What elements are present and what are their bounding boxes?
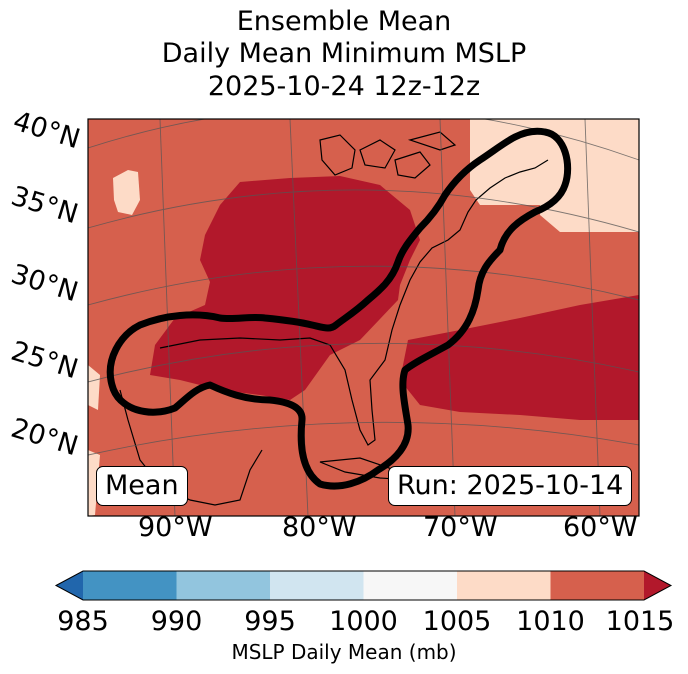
colorbar-tick-1010: 1010 [516, 606, 585, 637]
colorbar-1010-1015 [550, 571, 644, 600]
title-line-1: Ensemble Mean [236, 6, 452, 37]
colorbar-1000-1005 [363, 571, 457, 600]
colorbar-995-1000 [270, 571, 364, 600]
great-lakes [319, 131, 457, 179]
title-line-2: Daily Mean Minimum MSLP [161, 38, 527, 69]
colorbar-tick-1000: 1000 [329, 606, 398, 637]
colorbar-label: MSLP Daily Mean (mb) [231, 640, 457, 664]
lon-label-60: 60°W [563, 512, 638, 543]
graticule [88, 119, 639, 516]
field-above-1015-atlantic [400, 295, 639, 420]
field-1005-1010-patch-sw [88, 450, 100, 516]
colorbar-tick-990: 990 [150, 606, 203, 637]
mean-label-box: Mean [96, 466, 188, 506]
lon-label-90: 90°W [138, 512, 213, 543]
colorbar-1005-1010 [457, 571, 551, 600]
coastline-mexico [119, 389, 263, 506]
colorbar-tick-995: 995 [244, 606, 296, 637]
lon-label-70: 70°W [423, 512, 498, 543]
colorbar-tick-1005: 1005 [422, 606, 492, 637]
map-frame [87, 118, 640, 517]
colorbar-985-990 [83, 571, 177, 600]
field-1005-1010-patch-w [88, 365, 100, 410]
coastline-us [159, 159, 549, 446]
colorbar-outline [54, 570, 673, 601]
field-above-1015-continental [150, 176, 420, 400]
field-1005-1010-patch [113, 170, 140, 215]
colorbar-over [644, 571, 671, 600]
colorbar-under [56, 571, 83, 600]
run-label-box: Run: 2025-10-14 [388, 466, 633, 506]
field-1005-1010-northeast [470, 119, 639, 232]
lon-label-80: 80°W [282, 512, 357, 543]
colorbar-990-995 [176, 571, 270, 600]
colorbar-tick-985: 985 [57, 606, 109, 637]
highlight-contour [106, 127, 572, 490]
colorbar-tick-1015: 1015 [605, 606, 675, 637]
title-line-3: 2025-10-24 12z-12z [207, 71, 481, 102]
